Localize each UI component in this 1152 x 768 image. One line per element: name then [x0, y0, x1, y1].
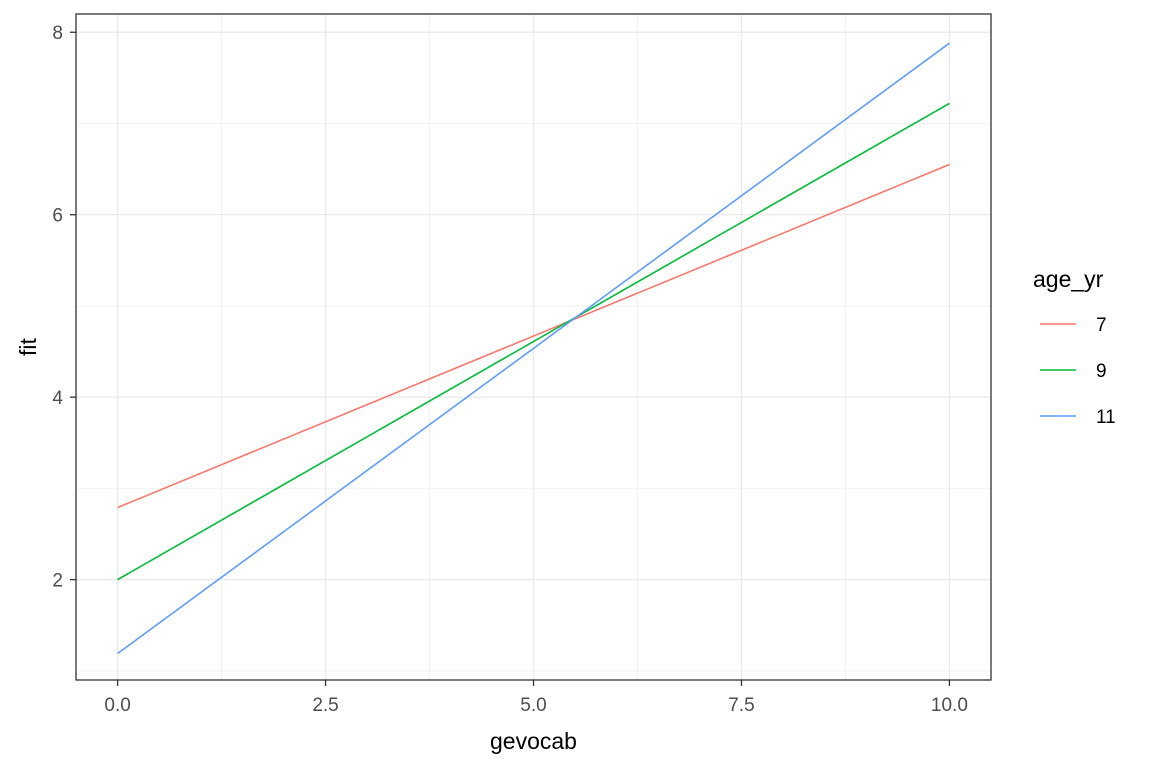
legend: age_yr 7 9 11 — [1033, 266, 1116, 428]
legend-item: 11 — [1040, 407, 1116, 428]
legend-label: 7 — [1096, 315, 1107, 336]
x-tick-label: 7.5 — [728, 695, 754, 716]
series-line-9 — [117, 102, 950, 581]
series-line-7 — [117, 163, 950, 509]
x-axis-title: gevocab — [490, 728, 577, 754]
y-axis-title: fit — [15, 337, 41, 356]
x-tick-label: 2.5 — [312, 695, 338, 716]
legend-label: 9 — [1096, 361, 1107, 382]
x-tick-label: 10.0 — [931, 695, 968, 716]
y-tick-label: 8 — [52, 23, 63, 44]
series-lines — [117, 42, 950, 655]
y-tick-label: 2 — [52, 571, 63, 592]
legend-label: 11 — [1096, 407, 1116, 428]
legend-item: 9 — [1040, 361, 1107, 382]
x-tick-label: 5.0 — [520, 695, 546, 716]
major-gridlines — [76, 14, 991, 680]
y-tick-label: 6 — [52, 206, 63, 227]
series-line-11 — [117, 42, 950, 655]
y-axis: 2 4 6 8 — [52, 23, 76, 592]
x-tick-label: 0.0 — [104, 695, 130, 716]
legend-item: 7 — [1040, 315, 1107, 336]
x-axis: 0.0 2.5 5.0 7.5 10.0 — [104, 680, 968, 716]
y-tick-label: 4 — [52, 388, 63, 409]
legend-title: age_yr — [1033, 266, 1104, 292]
